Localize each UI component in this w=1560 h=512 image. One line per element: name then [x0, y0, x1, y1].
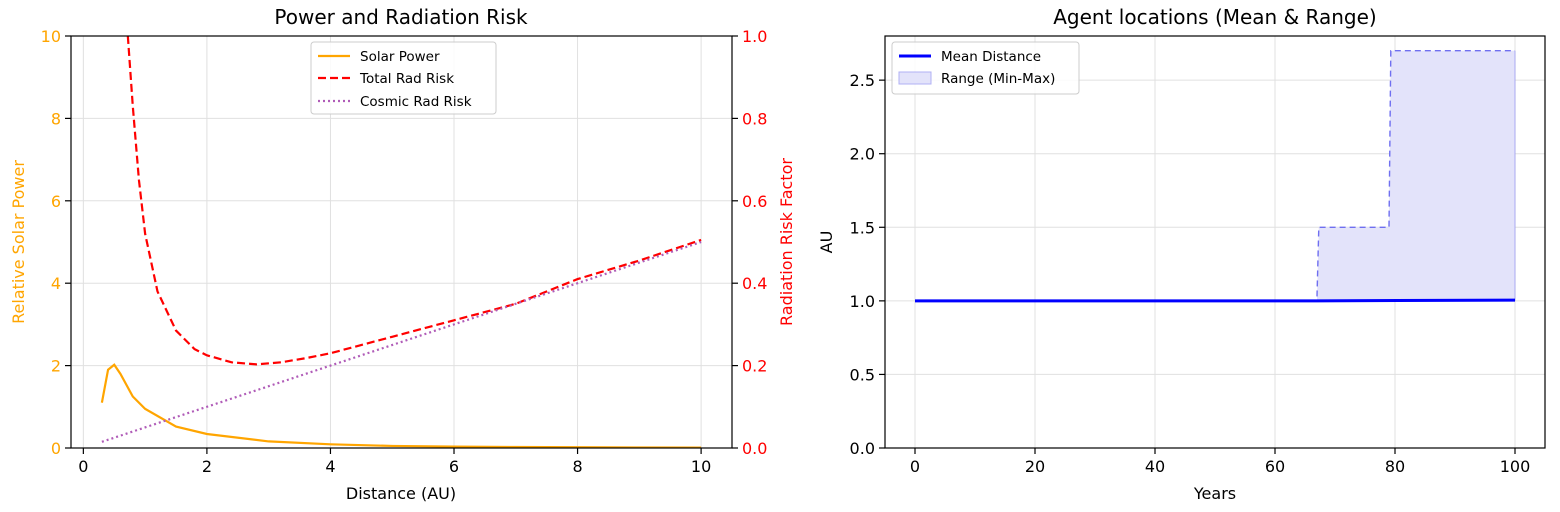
c2-x-ticks: 0 20 40 60 80 100 — [910, 448, 1530, 476]
c1-x-tick-label: 6 — [449, 457, 459, 476]
c2-y-tick-label: 1.0 — [850, 292, 875, 311]
c2-y-tick-label: 0.0 — [850, 439, 875, 458]
c2-series — [915, 50, 1516, 303]
c2-y-tick-label: 2.5 — [850, 71, 875, 90]
c2-y-axis-label: AU — [817, 231, 836, 254]
c1-y2-tick-label: 0.2 — [742, 357, 767, 376]
c1-title: Power and Radiation Risk — [274, 5, 528, 29]
c2-y-tick-label: 2.0 — [850, 145, 875, 164]
c1-y2-tick-label: 1.0 — [742, 27, 767, 46]
series-line-solar-power — [100, 363, 702, 448]
c2-x-tick-label: 80 — [1385, 457, 1405, 476]
series-line-mean-distance — [915, 298, 1516, 303]
c2-legend-box — [891, 41, 1080, 95]
c1-y2-tick-label: 0.4 — [742, 274, 767, 293]
c2-y-tick-label: 0.5 — [850, 365, 875, 384]
c1-y-tick-label: 10 — [41, 27, 61, 46]
c2-x-tick-label: 60 — [1265, 457, 1285, 476]
c1-legend-box — [310, 41, 497, 115]
c2-x-tick-label: 20 — [1025, 457, 1045, 476]
c1-y2-tick-label: 0.8 — [742, 109, 767, 128]
c1-y-tick-label: 4 — [51, 274, 61, 293]
c1-legend-label-cosmic: Cosmic Rad Risk — [360, 94, 472, 110]
c1-x-ticks: 0 2 4 6 8 10 — [78, 448, 711, 476]
c2-legend-swatch-range — [898, 71, 932, 85]
c1-x-tick-label: 0 — [78, 457, 88, 476]
series-line-total-rad-risk — [126, 36, 702, 366]
c1-x-axis-label: Distance (AU) — [346, 484, 456, 503]
c2-x-axis-label: Years — [1193, 484, 1236, 503]
c1-x-tick-label: 8 — [572, 457, 582, 476]
c2-x-tick-label: 40 — [1145, 457, 1165, 476]
c1-y2-ticks: 0.0 0.2 0.4 0.6 0.8 1.0 — [732, 27, 767, 458]
c2-plot-frame — [884, 35, 1546, 449]
c1-legend-label-total: Total Rad Risk — [359, 71, 454, 87]
c1-x-tick-label: 10 — [691, 457, 711, 476]
chart-power-radiation: 0 2 4 6 8 10 0 2 4 6 8 10 0.0 0.2 0.4 0.6 0.8 1.0 Power… — [9, 5, 796, 503]
c1-x-tick-label: 2 — [202, 457, 212, 476]
c1-y2-tick-label: 0.6 — [742, 192, 767, 211]
c2-x-tick-label: 0 — [910, 457, 920, 476]
c2-y-ticks: 0.0 0.5 1.0 1.5 2.0 2.5 — [850, 71, 885, 458]
c1-legend: Solar Power Total Rad Risk Cosmic Rad Ri… — [310, 41, 497, 115]
c2-legend-label-range: Range (Min-Max) — [941, 71, 1055, 87]
c1-y-tick-label: 0 — [51, 439, 61, 458]
c2-y-tick-label: 1.5 — [850, 218, 875, 237]
c1-y-tick-label: 8 — [51, 109, 61, 128]
c1-y2-axis-label: Radiation Risk Factor — [777, 158, 796, 326]
c1-y-ticks: 0 2 4 6 8 10 — [41, 27, 71, 458]
c1-y-tick-label: 6 — [51, 192, 61, 211]
series-area-range-min-max — [1317, 50, 1515, 301]
c2-legend-label-mean: Mean Distance — [941, 49, 1041, 65]
c1-y-axis-label: Relative Solar Power — [9, 160, 28, 324]
c1-y-tick-label: 2 — [51, 357, 61, 376]
c1-x-tick-label: 4 — [325, 457, 335, 476]
c2-legend: Mean Distance Range (Min-Max) — [891, 41, 1080, 95]
c1-y2-tick-label: 0.0 — [742, 439, 767, 458]
c2-x-tick-label: 100 — [1500, 457, 1531, 476]
c2-title: Agent locations (Mean & Range) — [1053, 5, 1377, 29]
series-line-cosmic-rad-risk — [101, 240, 702, 443]
chart-agent-locations: 0 20 40 60 80 100 0.0 0.5 1.0 1.5 2.0 2.5 Agent lo… — [817, 5, 1546, 503]
c1-legend-label-solar: Solar Power — [360, 49, 440, 65]
c1-series — [100, 36, 702, 448]
c1-plot-frame — [70, 35, 733, 449]
